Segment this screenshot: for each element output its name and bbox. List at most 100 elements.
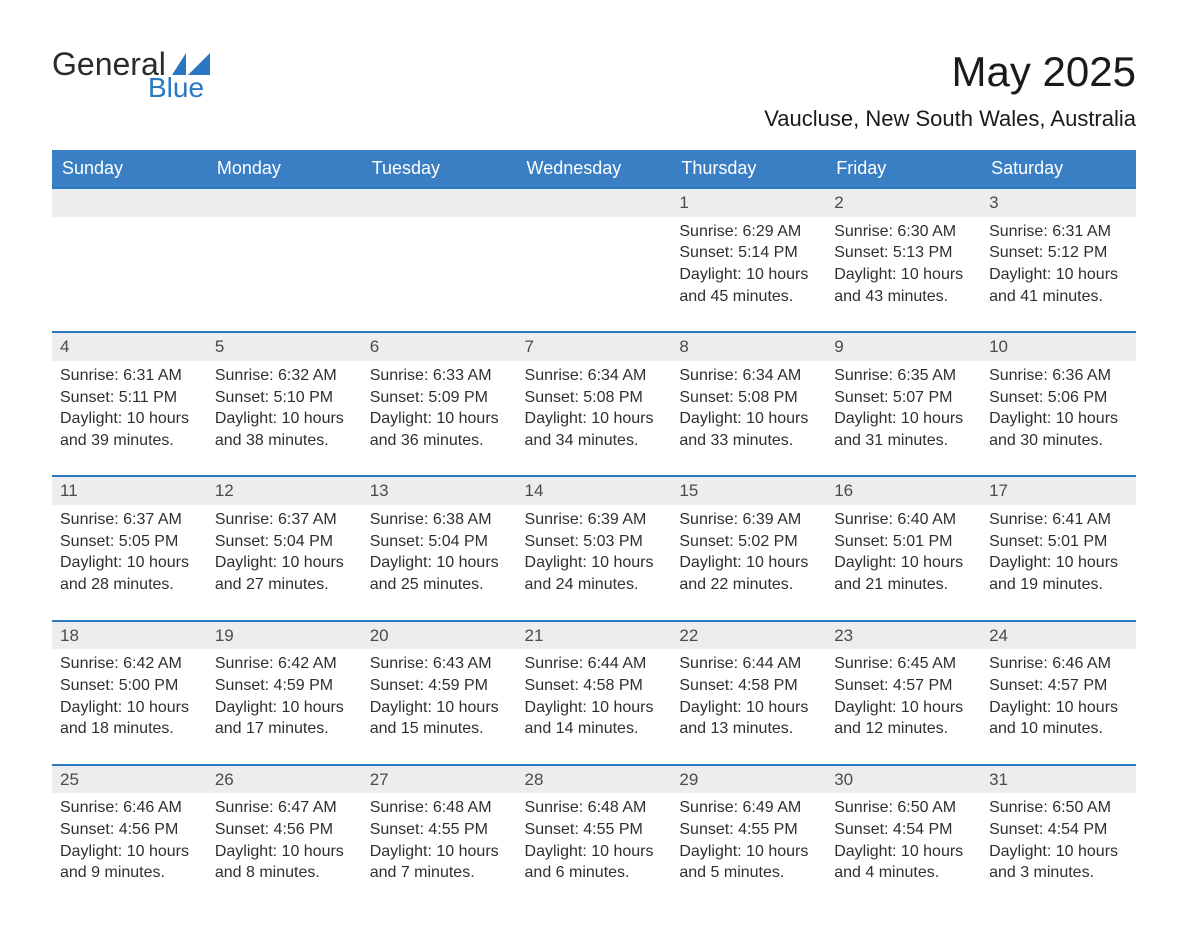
daylight-text: Daylight: 10 hours and 21 minutes. bbox=[834, 552, 973, 595]
day-cell-data: Sunrise: 6:43 AMSunset: 4:59 PMDaylight:… bbox=[362, 649, 517, 764]
sunset-text: Sunset: 5:03 PM bbox=[525, 531, 664, 553]
sunrise-text: Sunrise: 6:48 AM bbox=[370, 797, 509, 819]
day-number: 29 bbox=[671, 766, 826, 794]
day-data: Sunrise: 6:48 AMSunset: 4:55 PMDaylight:… bbox=[362, 793, 517, 907]
day-number: 21 bbox=[517, 622, 672, 650]
sunrise-text: Sunrise: 6:33 AM bbox=[370, 365, 509, 387]
day-cell-data: Sunrise: 6:41 AMSunset: 5:01 PMDaylight:… bbox=[981, 505, 1136, 620]
sunrise-text: Sunrise: 6:38 AM bbox=[370, 509, 509, 531]
sunrise-text: Sunrise: 6:48 AM bbox=[525, 797, 664, 819]
daylight-text: Daylight: 10 hours and 41 minutes. bbox=[989, 264, 1128, 307]
day-cell-number bbox=[207, 188, 362, 217]
day-cell-data: Sunrise: 6:40 AMSunset: 5:01 PMDaylight:… bbox=[826, 505, 981, 620]
day-cell-data bbox=[207, 217, 362, 332]
week-daynum-row: 11121314151617 bbox=[52, 476, 1136, 505]
day-cell-data: Sunrise: 6:38 AMSunset: 5:04 PMDaylight:… bbox=[362, 505, 517, 620]
sunset-text: Sunset: 5:01 PM bbox=[834, 531, 973, 553]
sunset-text: Sunset: 5:07 PM bbox=[834, 387, 973, 409]
daylight-text: Daylight: 10 hours and 34 minutes. bbox=[525, 408, 664, 451]
day-number bbox=[362, 189, 517, 217]
day-data: Sunrise: 6:42 AMSunset: 4:59 PMDaylight:… bbox=[207, 649, 362, 763]
weekday-header: Tuesday bbox=[362, 150, 517, 188]
day-data: Sunrise: 6:33 AMSunset: 5:09 PMDaylight:… bbox=[362, 361, 517, 475]
sunrise-text: Sunrise: 6:47 AM bbox=[215, 797, 354, 819]
daylight-text: Daylight: 10 hours and 33 minutes. bbox=[679, 408, 818, 451]
day-number: 18 bbox=[52, 622, 207, 650]
sunset-text: Sunset: 4:55 PM bbox=[679, 819, 818, 841]
day-cell-data: Sunrise: 6:35 AMSunset: 5:07 PMDaylight:… bbox=[826, 361, 981, 476]
day-data: Sunrise: 6:38 AMSunset: 5:04 PMDaylight:… bbox=[362, 505, 517, 619]
day-cell-data: Sunrise: 6:31 AMSunset: 5:12 PMDaylight:… bbox=[981, 217, 1136, 332]
day-cell-data: Sunrise: 6:42 AMSunset: 5:00 PMDaylight:… bbox=[52, 649, 207, 764]
sunset-text: Sunset: 5:08 PM bbox=[525, 387, 664, 409]
day-data: Sunrise: 6:36 AMSunset: 5:06 PMDaylight:… bbox=[981, 361, 1136, 475]
daylight-text: Daylight: 10 hours and 15 minutes. bbox=[370, 697, 509, 740]
day-cell-data: Sunrise: 6:29 AMSunset: 5:14 PMDaylight:… bbox=[671, 217, 826, 332]
day-cell-number bbox=[52, 188, 207, 217]
day-number: 22 bbox=[671, 622, 826, 650]
sunrise-text: Sunrise: 6:39 AM bbox=[525, 509, 664, 531]
location-text: Vaucluse, New South Wales, Australia bbox=[764, 106, 1136, 132]
day-cell-number: 26 bbox=[207, 765, 362, 794]
day-cell-data: Sunrise: 6:45 AMSunset: 4:57 PMDaylight:… bbox=[826, 649, 981, 764]
day-data: Sunrise: 6:46 AMSunset: 4:56 PMDaylight:… bbox=[52, 793, 207, 907]
sunrise-text: Sunrise: 6:49 AM bbox=[679, 797, 818, 819]
day-cell-data: Sunrise: 6:34 AMSunset: 5:08 PMDaylight:… bbox=[517, 361, 672, 476]
day-data: Sunrise: 6:47 AMSunset: 4:56 PMDaylight:… bbox=[207, 793, 362, 907]
day-cell-data: Sunrise: 6:44 AMSunset: 4:58 PMDaylight:… bbox=[517, 649, 672, 764]
sunset-text: Sunset: 5:01 PM bbox=[989, 531, 1128, 553]
day-data bbox=[517, 217, 672, 317]
day-number: 28 bbox=[517, 766, 672, 794]
daylight-text: Daylight: 10 hours and 25 minutes. bbox=[370, 552, 509, 595]
sunset-text: Sunset: 5:13 PM bbox=[834, 242, 973, 264]
day-cell-data: Sunrise: 6:37 AMSunset: 5:05 PMDaylight:… bbox=[52, 505, 207, 620]
day-number: 27 bbox=[362, 766, 517, 794]
day-number: 31 bbox=[981, 766, 1136, 794]
sunrise-text: Sunrise: 6:31 AM bbox=[60, 365, 199, 387]
sunrise-text: Sunrise: 6:46 AM bbox=[60, 797, 199, 819]
weekday-header: Wednesday bbox=[517, 150, 672, 188]
sunset-text: Sunset: 5:04 PM bbox=[215, 531, 354, 553]
sunrise-text: Sunrise: 6:34 AM bbox=[679, 365, 818, 387]
day-number: 8 bbox=[671, 333, 826, 361]
day-cell-number: 18 bbox=[52, 621, 207, 650]
daylight-text: Daylight: 10 hours and 14 minutes. bbox=[525, 697, 664, 740]
day-data: Sunrise: 6:43 AMSunset: 4:59 PMDaylight:… bbox=[362, 649, 517, 763]
daylight-text: Daylight: 10 hours and 9 minutes. bbox=[60, 841, 199, 884]
day-cell-number: 2 bbox=[826, 188, 981, 217]
page-header: General Blue May 2025 Vaucluse, New Sout… bbox=[52, 48, 1136, 142]
sunset-text: Sunset: 5:05 PM bbox=[60, 531, 199, 553]
day-cell-data: Sunrise: 6:34 AMSunset: 5:08 PMDaylight:… bbox=[671, 361, 826, 476]
day-number: 1 bbox=[671, 189, 826, 217]
day-cell-data: Sunrise: 6:39 AMSunset: 5:02 PMDaylight:… bbox=[671, 505, 826, 620]
sunrise-text: Sunrise: 6:32 AM bbox=[215, 365, 354, 387]
day-data: Sunrise: 6:34 AMSunset: 5:08 PMDaylight:… bbox=[671, 361, 826, 475]
daylight-text: Daylight: 10 hours and 19 minutes. bbox=[989, 552, 1128, 595]
day-data: Sunrise: 6:39 AMSunset: 5:02 PMDaylight:… bbox=[671, 505, 826, 619]
sunrise-text: Sunrise: 6:44 AM bbox=[525, 653, 664, 675]
day-number: 24 bbox=[981, 622, 1136, 650]
day-cell-number: 31 bbox=[981, 765, 1136, 794]
day-cell-number: 22 bbox=[671, 621, 826, 650]
day-data: Sunrise: 6:31 AMSunset: 5:11 PMDaylight:… bbox=[52, 361, 207, 475]
day-data: Sunrise: 6:32 AMSunset: 5:10 PMDaylight:… bbox=[207, 361, 362, 475]
day-cell-data: Sunrise: 6:46 AMSunset: 4:56 PMDaylight:… bbox=[52, 793, 207, 907]
weekday-header-row: SundayMondayTuesdayWednesdayThursdayFrid… bbox=[52, 150, 1136, 188]
day-cell-data bbox=[52, 217, 207, 332]
calendar-thead: SundayMondayTuesdayWednesdayThursdayFrid… bbox=[52, 150, 1136, 188]
day-cell-data: Sunrise: 6:50 AMSunset: 4:54 PMDaylight:… bbox=[826, 793, 981, 907]
weekday-header: Saturday bbox=[981, 150, 1136, 188]
day-cell-data: Sunrise: 6:33 AMSunset: 5:09 PMDaylight:… bbox=[362, 361, 517, 476]
day-data: Sunrise: 6:46 AMSunset: 4:57 PMDaylight:… bbox=[981, 649, 1136, 763]
weekday-header: Sunday bbox=[52, 150, 207, 188]
day-data: Sunrise: 6:29 AMSunset: 5:14 PMDaylight:… bbox=[671, 217, 826, 331]
sunset-text: Sunset: 5:00 PM bbox=[60, 675, 199, 697]
day-data: Sunrise: 6:37 AMSunset: 5:05 PMDaylight:… bbox=[52, 505, 207, 619]
day-cell-number: 10 bbox=[981, 332, 1136, 361]
sunset-text: Sunset: 4:54 PM bbox=[834, 819, 973, 841]
day-data: Sunrise: 6:50 AMSunset: 4:54 PMDaylight:… bbox=[826, 793, 981, 907]
day-number: 7 bbox=[517, 333, 672, 361]
day-cell-number: 28 bbox=[517, 765, 672, 794]
sunset-text: Sunset: 5:12 PM bbox=[989, 242, 1128, 264]
weekday-header: Friday bbox=[826, 150, 981, 188]
